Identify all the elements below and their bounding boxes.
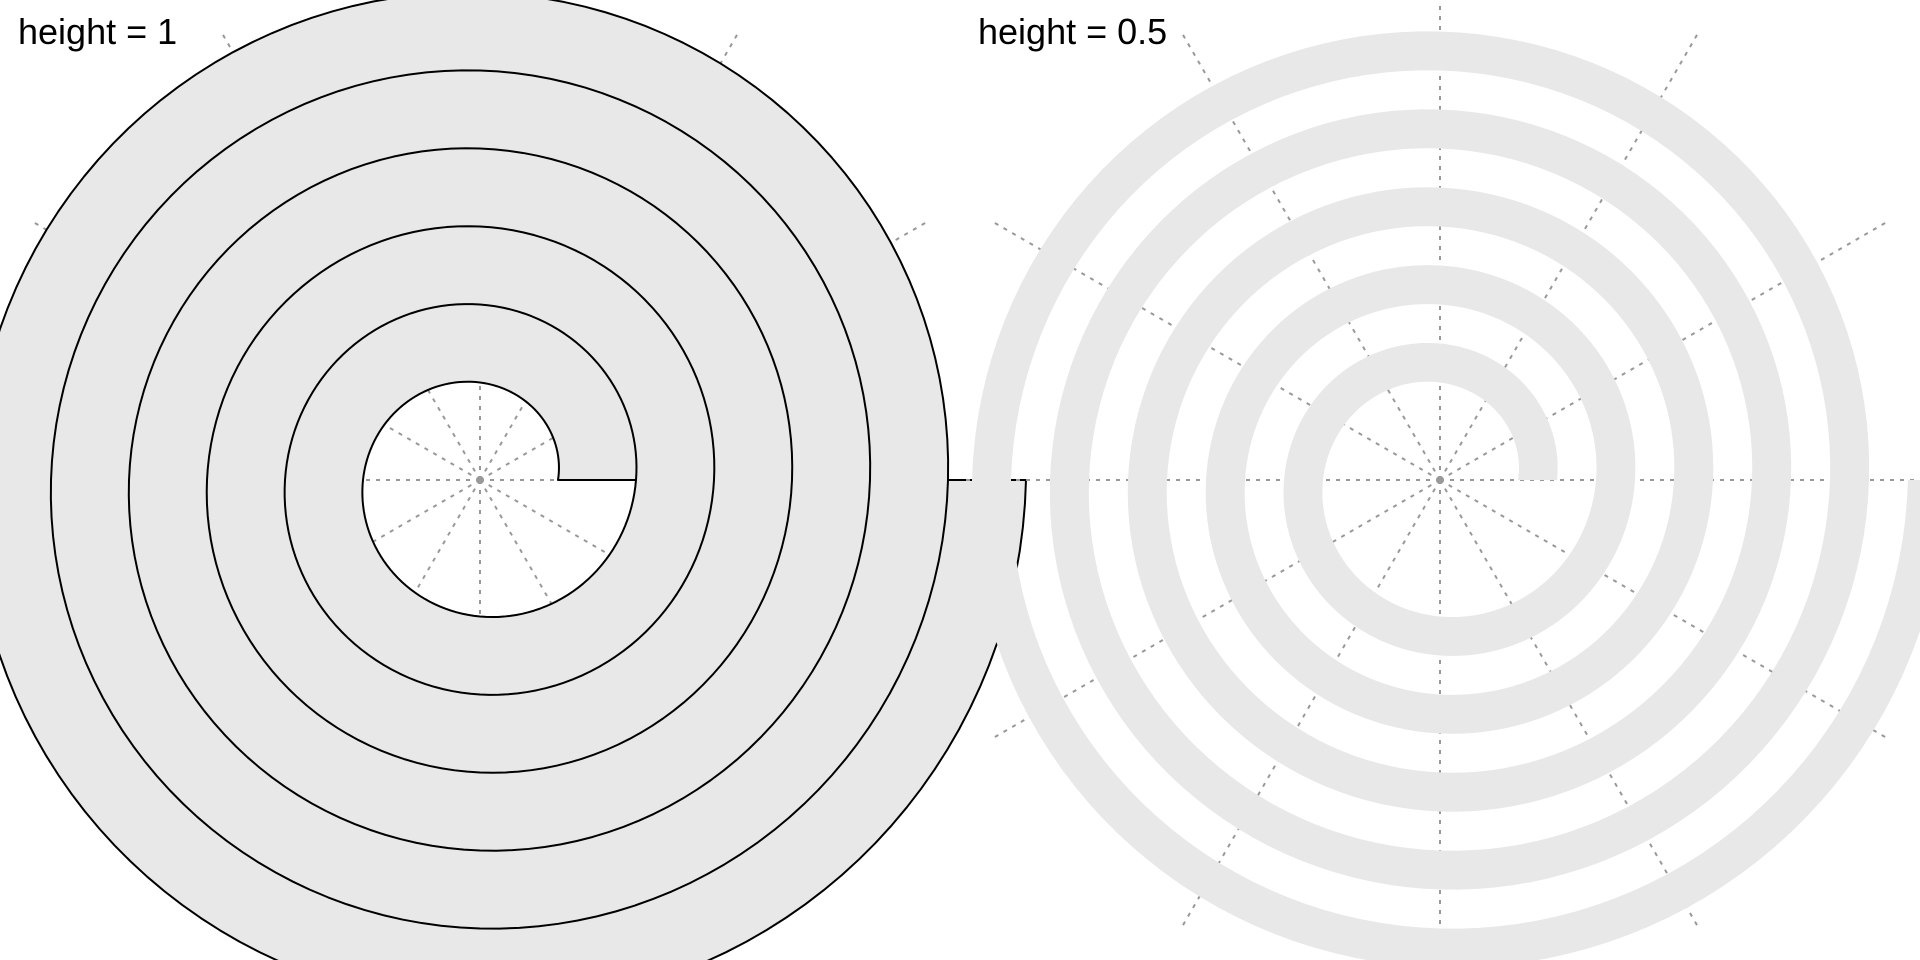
gridline-spoke — [989, 479, 1441, 741]
spiral-band — [971, 31, 1920, 960]
gridline-spoke — [1179, 479, 1441, 931]
spiral-panel-height-0-5: height = 0.5 — [960, 0, 1920, 960]
spiral-panel-height-1: height = 1 — [0, 0, 1027, 960]
panel-label: height = 1 — [18, 11, 177, 52]
panel-label: height = 0.5 — [978, 11, 1167, 52]
